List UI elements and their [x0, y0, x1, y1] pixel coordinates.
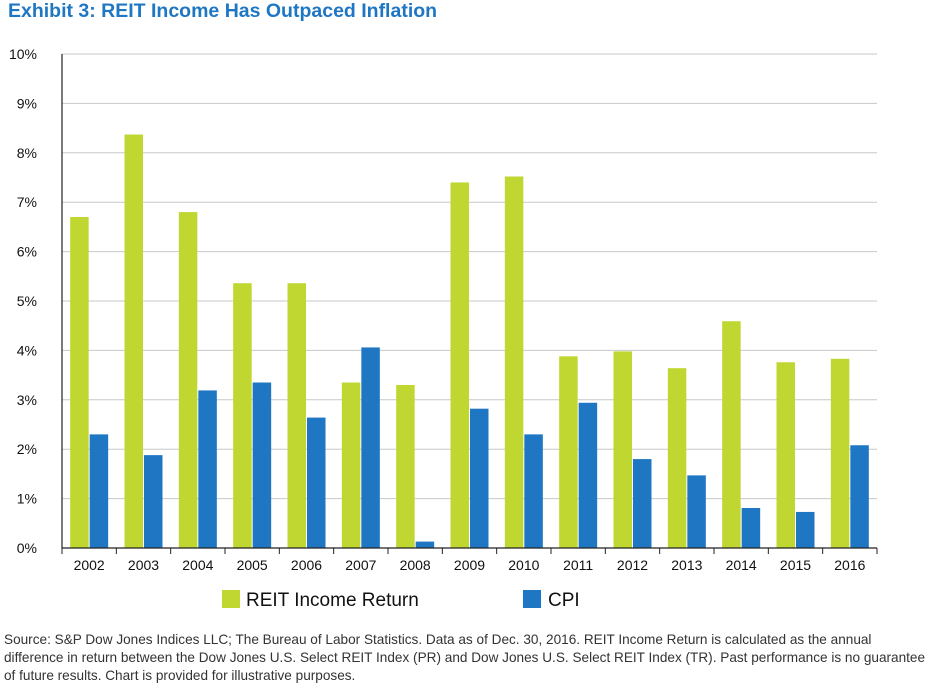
source-note: Source: S&P Dow Jones Indices LLC; The B… [4, 632, 926, 683]
y-tick-label: 4% [17, 342, 37, 358]
bar-cpi-2005 [252, 382, 272, 548]
legend-label-reit-income-return: REIT Income Return [246, 590, 419, 611]
bar-cpi-2002 [89, 434, 109, 548]
grid-lines [62, 53, 877, 500]
y-tick-label: 1% [17, 491, 37, 507]
bar-reit-income-return-2014 [722, 321, 741, 548]
bars [70, 134, 869, 548]
legend: REIT Income Return CPI [222, 590, 580, 611]
x-axis-ticks: 2002 2003 2004 2005 2006 2007 2008 2009 2010 2011… [74, 557, 866, 573]
x-tick-label: 2013 [671, 557, 702, 573]
x-tick-label: 2004 [182, 557, 213, 573]
bar-reit-income-return-2010 [504, 176, 524, 548]
bar-cpi-2012 [633, 459, 652, 548]
axes [61, 54, 878, 554]
x-tick-label: 2006 [291, 557, 322, 573]
bar-cpi-2004 [198, 390, 217, 548]
x-tick-label: 2015 [780, 557, 811, 573]
bar-cpi-2016 [850, 445, 869, 548]
x-tick-label: 2012 [617, 557, 648, 573]
legend-label-cpi: CPI [548, 590, 580, 611]
bar-reit-income-return-2012 [613, 351, 632, 548]
bar-reit-income-return-2011 [559, 356, 578, 548]
bar-reit-income-return-2015 [776, 362, 795, 548]
bar-chart: 0% 1% 2% 3% 4% 5% 6% 7% 8% 9% 10% 2002 2003 2004 2005… [9, 46, 878, 611]
bar-cpi-2008 [415, 541, 435, 548]
x-tick-label: 2005 [237, 557, 268, 573]
x-tick-label: 2002 [74, 557, 105, 573]
bar-reit-income-return-2006 [287, 283, 306, 548]
bar-reit-income-return-2007 [341, 382, 361, 548]
bar-cpi-2014 [741, 507, 761, 548]
x-tick-label: 2003 [128, 557, 159, 573]
bar-reit-income-return-2009 [450, 182, 469, 548]
bar-reit-income-return-2005 [233, 283, 252, 548]
y-tick-label: 8% [17, 145, 37, 161]
y-tick-label: 6% [17, 244, 37, 260]
bar-reit-income-return-2004 [178, 212, 198, 548]
bar-cpi-2015 [796, 511, 815, 548]
x-tick-label: 2014 [726, 557, 757, 573]
bar-reit-income-return-2003 [124, 134, 143, 548]
bar-cpi-2010 [524, 434, 543, 548]
y-tick-label: 0% [17, 540, 37, 556]
bar-cpi-2009 [470, 408, 489, 548]
y-axis-ticks: 0% 1% 2% 3% 4% 5% 6% 7% 8% 9% 10% [9, 46, 37, 556]
x-tick-label: 2007 [345, 557, 376, 573]
y-tick-label: 2% [17, 441, 37, 457]
x-tick-label: 2008 [400, 557, 431, 573]
bar-reit-income-return-2013 [667, 368, 687, 548]
bar-reit-income-return-2008 [396, 384, 415, 548]
bar-cpi-2006 [307, 417, 326, 548]
bar-reit-income-return-2002 [70, 217, 89, 548]
x-tick-label: 2016 [834, 557, 865, 573]
y-tick-label: 10% [9, 46, 37, 62]
bar-reit-income-return-2016 [830, 358, 850, 548]
x-tick-label: 2011 [563, 557, 593, 573]
bar-cpi-2007 [361, 347, 380, 548]
legend-swatch-cpi [523, 590, 541, 608]
x-tick-label: 2009 [454, 557, 485, 573]
bar-cpi-2013 [687, 475, 706, 548]
y-tick-label: 3% [17, 392, 37, 408]
bar-cpi-2011 [578, 402, 598, 548]
chart-title: Exhibit 3: REIT Income Has Outpaced Infl… [8, 0, 438, 22]
bar-cpi-2003 [144, 455, 163, 548]
y-tick-label: 9% [17, 95, 37, 111]
y-tick-label: 7% [17, 194, 37, 210]
y-tick-label: 5% [17, 293, 37, 309]
x-tick-label: 2010 [508, 557, 539, 573]
legend-swatch-reit-income-return [222, 590, 240, 608]
